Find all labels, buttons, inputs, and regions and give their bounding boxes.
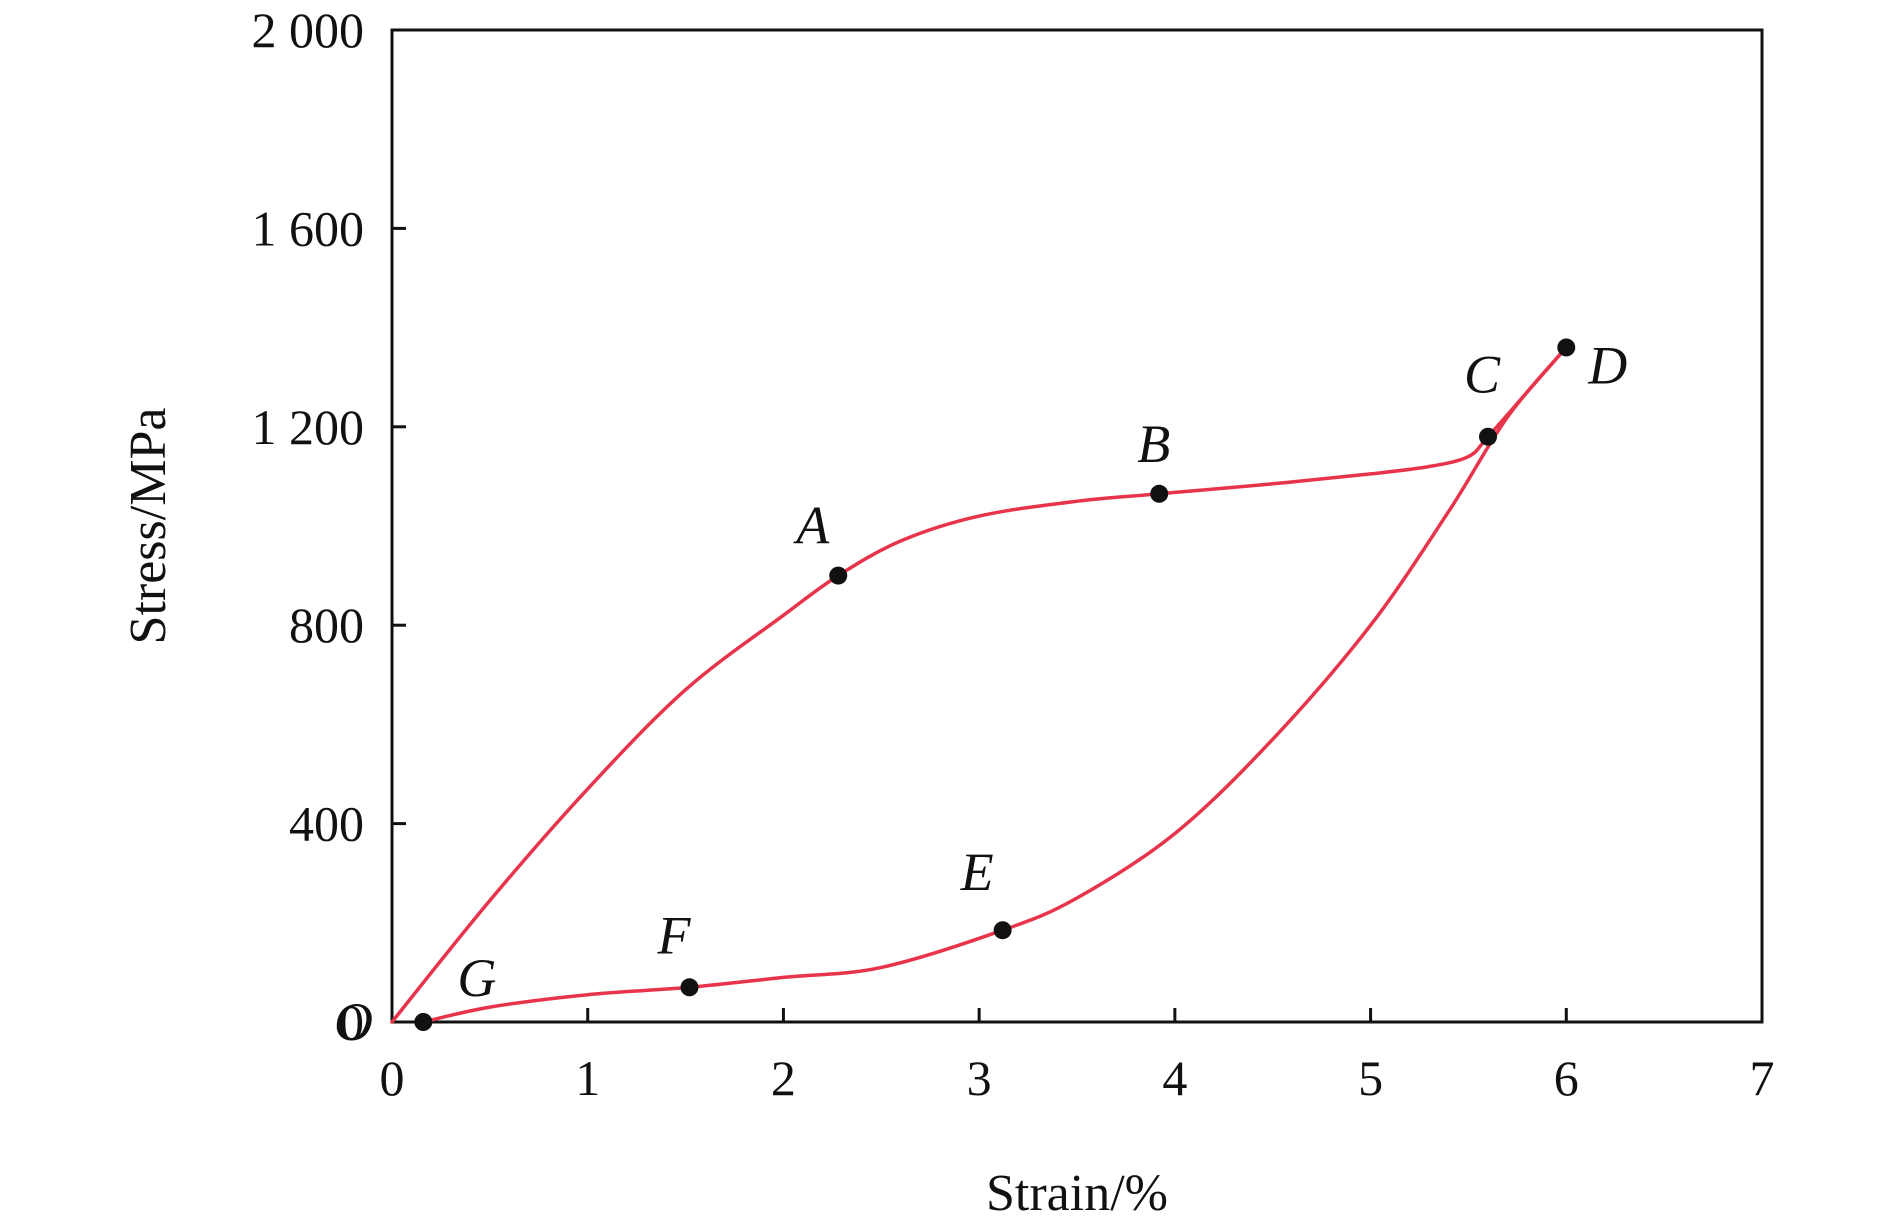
y-tick-label: 400	[289, 796, 364, 852]
ticks-layer: 0 1 2 3 4 5 6 7 0 400 800 1 200 1 600 2 000	[252, 2, 1775, 1106]
y-tick-label: 1 600	[252, 200, 365, 256]
x-tick-label: 0	[380, 1050, 405, 1106]
markers-layer: O A B C D E F G	[334, 335, 1627, 1052]
y-tick-label: 1 200	[252, 399, 365, 455]
loading-curve	[390, 345, 1569, 1024]
unloading-curve	[421, 345, 1569, 1024]
point-label-c: C	[1464, 345, 1501, 405]
curves-layer	[390, 345, 1569, 1024]
x-tick-label: 6	[1554, 1050, 1579, 1106]
point-marker-f	[680, 978, 699, 997]
y-tick-label: 0	[339, 994, 364, 1050]
x-tick-label: 7	[1750, 1050, 1775, 1106]
point-label-g: G	[457, 948, 496, 1008]
point-label-e: E	[960, 842, 994, 902]
y-tick-label: 800	[289, 597, 364, 653]
point-label-o: O	[334, 992, 373, 1052]
point-marker-e	[993, 921, 1012, 940]
point-marker-a	[829, 566, 848, 585]
x-tick-label: 4	[1162, 1050, 1187, 1106]
x-tick-label: 1	[575, 1050, 600, 1106]
y-axis-title: Stress/MPa	[120, 408, 177, 645]
point-marker-g	[414, 1013, 433, 1031]
x-tick-label: 5	[1358, 1050, 1383, 1106]
point-label-d: D	[1587, 335, 1627, 395]
x-tick-label: 2	[771, 1050, 796, 1106]
point-label-f: F	[656, 905, 691, 965]
x-tick-label: 3	[967, 1050, 992, 1106]
plot-frame	[390, 28, 1764, 1024]
point-marker-c	[1479, 427, 1497, 446]
point-marker-d	[1557, 338, 1576, 357]
point-label-a: A	[793, 496, 830, 556]
x-axis-title: Strain/%	[986, 1165, 1168, 1222]
point-marker-b	[1150, 484, 1169, 503]
point-label-b: B	[1137, 414, 1170, 474]
y-tick-label: 2 000	[252, 2, 365, 58]
